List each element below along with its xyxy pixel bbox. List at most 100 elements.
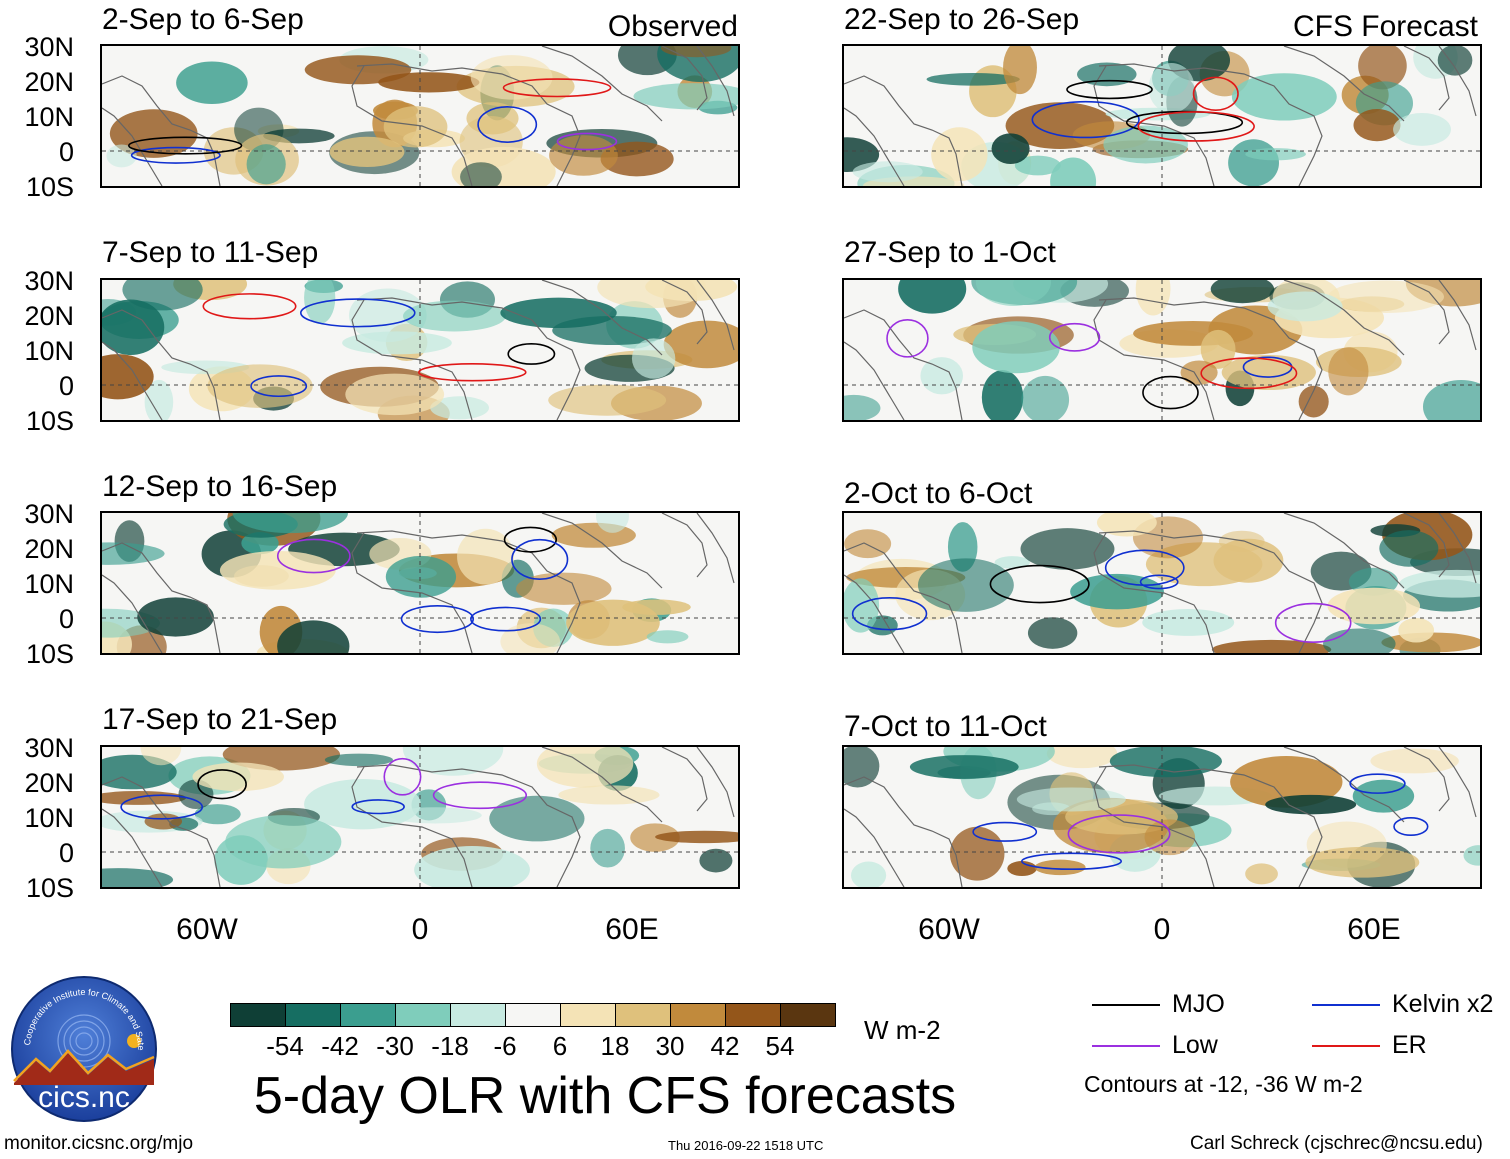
olr-anomaly-blob <box>596 513 630 533</box>
lat-label: 10S <box>25 406 74 436</box>
olr-anomaly-blob <box>1305 846 1420 878</box>
olr-map <box>844 46 1480 186</box>
colorbar-swatch <box>725 1003 781 1027</box>
low-legend-label: Low <box>1172 1031 1218 1059</box>
olr-anomaly-blob <box>1016 787 1126 812</box>
colorbar-tick-label: -18 <box>431 1031 469 1061</box>
forecast-panel-2-title: 27-Sep to 1-Oct <box>844 236 1056 269</box>
coastline <box>1093 65 1215 186</box>
olr-anomaly-blob <box>1267 291 1343 322</box>
lat-label: 10S <box>25 172 74 202</box>
olr-anomaly-blob <box>241 532 279 555</box>
olr-anomaly-blob <box>1050 157 1097 186</box>
er-legend-line <box>1312 1045 1380 1047</box>
olr-anomaly-blob <box>144 813 183 830</box>
olr-anomaly-blob <box>898 280 967 314</box>
forecast-panel-4-title: 7-Oct to 11-Oct <box>844 710 1047 743</box>
lon-label: 60E <box>605 913 659 946</box>
olr-anomaly-blob <box>1328 347 1369 396</box>
olr-anomaly-blob <box>931 127 988 182</box>
colorbar-swatch <box>560 1003 616 1027</box>
main-title: 5-day OLR with CFS forecasts <box>253 1067 957 1125</box>
kelvin-contour <box>1031 100 1140 139</box>
olr-anomaly-blob <box>1323 628 1396 653</box>
coastline <box>696 747 735 818</box>
coastline <box>1093 766 1215 887</box>
olr-anomaly-blob <box>207 364 313 408</box>
observed-map-panel <box>100 44 740 188</box>
coastline <box>1403 46 1450 111</box>
olr-anomaly-blob <box>536 747 634 788</box>
coastline <box>351 532 473 653</box>
coastline <box>351 766 473 887</box>
kelvin-legend-label: Kelvin x2 <box>1392 990 1494 1018</box>
olr-anomaly-blob <box>1003 46 1037 95</box>
olr-anomaly-blob <box>348 288 427 343</box>
low-contour <box>1048 322 1101 352</box>
olr-anomaly-blob <box>515 572 612 605</box>
lat-label: 0 <box>58 838 74 868</box>
kelvin-contour <box>300 298 416 328</box>
colorbar-swatch <box>395 1003 451 1027</box>
olr-anomaly-blob <box>1393 113 1451 146</box>
olr-anomaly-blob <box>232 513 349 534</box>
colorbar-tick-label: -42 <box>321 1031 359 1061</box>
observed-panel-2-title: 7-Sep to 11-Sep <box>102 236 319 269</box>
observed-map-panel <box>100 278 740 422</box>
coastline <box>696 46 735 117</box>
kelvin-contour <box>400 604 475 634</box>
olr-anomaly-blob <box>549 135 618 176</box>
lon-label: 60E <box>1347 913 1401 946</box>
observed-map-panel <box>100 511 740 655</box>
olr-anomaly-blob <box>102 868 174 887</box>
er-contour <box>502 78 612 98</box>
lat-label: 0 <box>58 137 74 167</box>
lat-label: 0 <box>58 604 74 634</box>
olr-map <box>102 46 738 186</box>
olr-anomaly-blob <box>1422 380 1480 420</box>
olr-anomaly-blob <box>194 804 241 825</box>
lon-label: 0 <box>411 913 429 946</box>
olr-anomaly-blob <box>1463 845 1480 866</box>
colorbar-tick-label: 6 <box>552 1031 568 1061</box>
coastline <box>844 776 963 887</box>
coastline <box>541 513 663 589</box>
olr-anomaly-blob <box>975 280 1051 306</box>
coastline <box>1403 513 1450 578</box>
observed-panel-4-title: 17-Sep to 21-Sep <box>102 703 338 736</box>
colorbar-swatch <box>615 1003 671 1027</box>
coastline <box>1438 280 1477 351</box>
forecast-map-panel <box>842 745 1482 889</box>
coastline <box>1093 532 1215 653</box>
low-contour <box>276 538 351 574</box>
footer-url[interactable]: monitor.cicsnc.org/mjo <box>4 1133 194 1154</box>
coastline <box>102 574 163 653</box>
coastline <box>696 513 735 584</box>
olr-anomaly-blob <box>378 72 480 93</box>
olr-anomaly-blob <box>1370 748 1459 774</box>
coastline <box>661 513 708 578</box>
olr-anomaly-blob <box>850 861 887 887</box>
coastline <box>356 63 581 186</box>
olr-anomaly-blob <box>402 747 504 776</box>
coastline <box>661 747 708 812</box>
er-contour <box>202 293 297 320</box>
er-contour <box>1137 111 1255 142</box>
olr-anomaly-blob <box>1180 360 1218 385</box>
coastline <box>1098 63 1323 186</box>
mjo-legend-label: MJO <box>1172 990 1225 1018</box>
olr-anomaly-blob <box>192 762 285 792</box>
olr-anomaly-blob <box>345 373 445 416</box>
lon-label: 60W <box>176 913 238 946</box>
coastline <box>102 309 221 420</box>
lat-label: 10N <box>24 102 74 132</box>
colorbar-swatch <box>230 1003 286 1027</box>
lat-label: 0 <box>58 371 74 401</box>
lat-label: 20N <box>24 534 74 564</box>
logo-text: cics.nc <box>38 1081 130 1114</box>
low-contour <box>1274 602 1352 644</box>
olr-anomaly-blob <box>1103 125 1188 164</box>
olr-anomaly-blob <box>1046 747 1118 769</box>
olr-anomaly-blob <box>102 299 165 355</box>
mjo-contour <box>507 342 556 365</box>
